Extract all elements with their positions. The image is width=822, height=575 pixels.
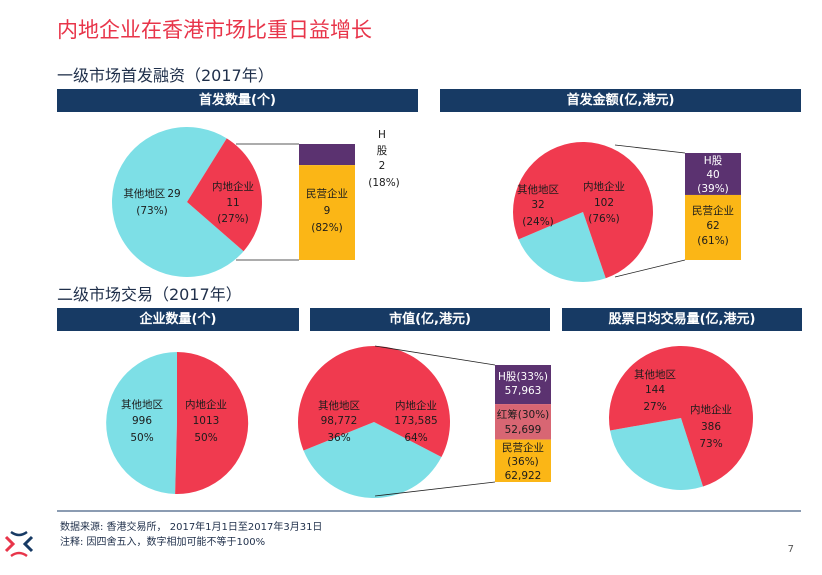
stack-segment-h-share-ipo-count: [299, 144, 355, 166]
label-private-name: 民营企业: [502, 441, 544, 454]
label-others-name: 其他地区: [517, 183, 559, 196]
label-mainland-name: 内地企业: [185, 398, 227, 411]
label-h-pct: (18%): [368, 177, 400, 189]
label-mainland-value: 1013: [193, 415, 220, 427]
label-mainland-pct: 73%: [699, 438, 722, 450]
stack-segment-h-share-market-cap: [495, 365, 551, 405]
label-mainland-value: 173,585: [394, 415, 437, 427]
label-mainland-value: 11: [226, 197, 239, 209]
label-mainland-name: 内地企业: [690, 403, 732, 416]
pie-slice-others-turnover: [610, 418, 704, 491]
pie-slice-mainland-ipo-count: [187, 138, 262, 252]
label-mainland-pct: (27%): [217, 213, 249, 225]
stack-segment-redchip-market-cap: [495, 404, 551, 440]
label-others-value: 98,772: [321, 415, 358, 427]
label-private-name: 民营企业: [306, 187, 348, 200]
panel-header-companies: 企业数量(个): [57, 308, 299, 331]
panel-header-turnover: 股票日均交易量(亿,港元): [562, 308, 802, 331]
label-others-pct: (73%): [136, 205, 168, 217]
label-others-pct: 50%: [130, 432, 153, 444]
label-others-name: 其他地区: [121, 398, 163, 411]
label-private-pct: (61%): [697, 235, 729, 247]
label-private-pct: (36%): [507, 456, 539, 468]
section-secondary-market: 二级市场交易（2017年）: [57, 285, 242, 304]
label-h-value: 2: [379, 160, 386, 172]
label-mainland-pct: 50%: [194, 432, 217, 444]
chart-market-cap: 其他地区 98,772 36% 内地企业 173,585 64% H股(33%)…: [297, 345, 551, 499]
chart-ipo-amount: 其他地区 32 (24%) 内地企业 102 (76%) H股 40 (39%)…: [512, 142, 741, 283]
label-private-name: 民营企业: [692, 204, 734, 217]
label-mainland-name: 内地企业: [583, 180, 625, 193]
label-mainland-pct: (76%): [588, 213, 620, 225]
connector-line: [374, 481, 496, 497]
label-h-value: 40: [706, 169, 719, 181]
pie-slice-others-ipo-count: [111, 127, 244, 278]
stack-segment-private-ipo-count: [299, 165, 355, 260]
footer-source: 数据来源: 香港交易所， 2017年1月1日至2017年3月31日: [60, 522, 323, 533]
chart-turnover: 其他地区 144 27% 内地企业 386 73%: [608, 346, 753, 491]
connector-line: [614, 259, 686, 278]
pie-slice-others-ipo-amount: [518, 212, 606, 283]
pie-slice-mainland-companies: [175, 351, 249, 494]
stack-segment-private-market-cap: [495, 439, 551, 482]
hkex-logo: [4, 531, 34, 557]
label-others-name: 其他地区: [318, 399, 360, 412]
label-mainland-name: 内地企业: [395, 399, 437, 412]
label-others-name: 其他地区: [634, 368, 676, 381]
label-others-pct: (24%): [522, 216, 554, 228]
pie-slice-mainland-turnover: [608, 346, 753, 487]
label-mainland-value: 102: [594, 197, 614, 209]
label-others-pct: 36%: [327, 432, 350, 444]
label-private-pct: (82%): [311, 222, 343, 234]
page-title: 内地企业在香港市场比重日益增长: [57, 18, 372, 42]
pie-slice-mainland-market-cap: [297, 346, 450, 458]
stack-segment-h-share-ipo-amount: [685, 153, 741, 195]
label-private-value: 62: [706, 220, 719, 232]
label-mainland-pct: 64%: [404, 432, 427, 444]
section-primary-market: 一级市场首发融资（2017年）: [57, 66, 274, 85]
label-others-pct: 27%: [643, 401, 666, 413]
label-others-value: 996: [132, 415, 152, 427]
connector-line: [374, 345, 496, 366]
label-redchip-value: 52,699: [505, 424, 542, 436]
label-others-value: 144: [645, 384, 665, 396]
label-others-value: 32: [531, 199, 544, 211]
label-redchip-name: 红筹(30%): [497, 408, 550, 421]
label-h-name: 股: [377, 145, 388, 157]
page-number: 7: [787, 544, 794, 555]
panel-header-ipo-amount: 首发金额(亿,港元): [440, 89, 801, 112]
connector-line: [614, 144, 686, 154]
label-h-name: H股: [704, 155, 723, 167]
pie-slice-mainland-ipo-amount: [512, 142, 653, 279]
panel-header-ipo-count: 首发数量(个): [57, 89, 418, 112]
label-private-value: 62,922: [505, 470, 542, 482]
panel-header-market-cap: 市值(亿,港元): [310, 308, 550, 331]
label-h-name: H: [378, 129, 386, 141]
label-h-value: 57,963: [505, 385, 542, 397]
pie-slice-others-companies: [106, 352, 177, 494]
label-others-name: 其他地区 29: [123, 187, 180, 200]
label-private-value: 9: [324, 205, 331, 217]
pie-slice-others-market-cap: [303, 422, 442, 499]
stack-segment-private-ipo-amount: [685, 194, 741, 260]
chart-companies: 其他地区 996 50% 内地企业 1013 50%: [106, 351, 249, 494]
label-mainland-name: 内地企业: [212, 180, 254, 193]
chart-ipo-count: 其他地区 29 (73%) 内地企业 11 (27%) H 股 2 (18%) 民…: [111, 127, 400, 278]
footer-note: 注释: 因四舍五入，数字相加可能不等于100%: [60, 537, 266, 548]
label-mainland-value: 386: [701, 421, 721, 433]
label-h-pct: (39%): [697, 183, 729, 195]
label-h-name: H股(33%): [498, 371, 548, 383]
